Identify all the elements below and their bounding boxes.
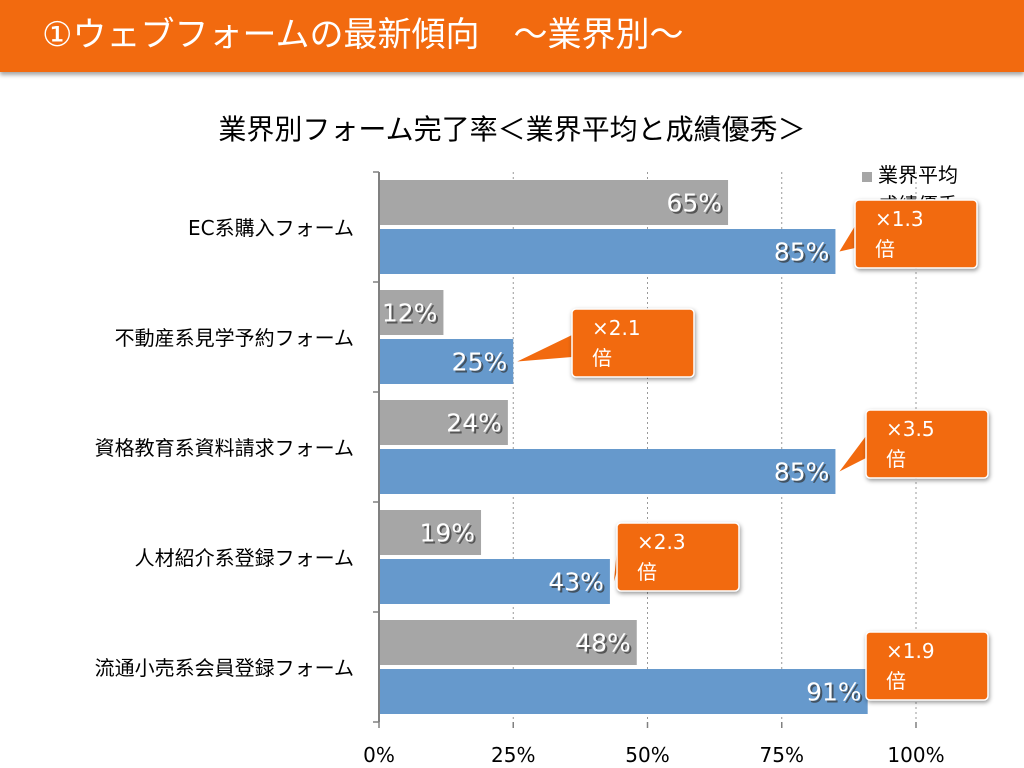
data-label: 65%	[666, 189, 722, 218]
legend-swatch-average	[862, 171, 872, 182]
bar-average	[379, 290, 444, 335]
data-label-shadow: 85%	[776, 460, 832, 489]
bar-average	[379, 180, 729, 225]
callout-text: ×3.5 倍	[886, 417, 935, 471]
data-label: 19%	[419, 519, 475, 548]
callout-text: ×1.9 倍	[886, 639, 935, 693]
data-label: 85%	[774, 458, 830, 487]
bar-average	[379, 510, 482, 555]
bar-top	[379, 669, 868, 714]
header-bar: ①ウェブフォームの最新傾向 ～業界別～	[0, 0, 1024, 72]
data-label: 24%	[446, 409, 502, 438]
category-label: 資格教育系資料請求フォーム	[95, 436, 354, 460]
data-label-shadow: 12%	[384, 301, 440, 330]
callout-shape	[613, 522, 740, 592]
callout-shape	[517, 308, 695, 378]
x-tick-label: 75%	[760, 743, 804, 767]
data-label-shadow: 43%	[550, 570, 606, 599]
page-title: ①ウェブフォームの最新傾向 ～業界別～	[42, 15, 684, 55]
callout-shape	[865, 631, 989, 701]
legend-item-average: 業界平均	[862, 160, 958, 190]
data-label-shadow: 91%	[808, 680, 864, 709]
category-label: 人材紹介系登録フォーム	[135, 546, 354, 570]
x-tick-label: 50%	[625, 743, 669, 767]
data-label-shadow: 25%	[454, 350, 510, 379]
multiplier-callout: ×1.3 倍	[839, 199, 978, 269]
bar-top	[379, 339, 514, 384]
callout-text: ×2.1 倍	[592, 316, 641, 370]
data-label-shadow: 19%	[421, 521, 477, 550]
x-tick-label: 0%	[363, 743, 395, 767]
callout-text: ×1.3 倍	[875, 207, 924, 261]
data-label: 85%	[774, 238, 830, 267]
multiplier-callout: ×3.5 倍	[839, 409, 989, 479]
chart-title: 業界別フォーム完了率＜業界平均と成績優秀＞	[218, 113, 806, 146]
data-label-shadow: 65%	[668, 191, 724, 220]
data-label: 25%	[452, 348, 508, 377]
bar-average	[379, 620, 637, 665]
callout-text: ×2.3 倍	[637, 530, 686, 584]
data-label-shadow: 24%	[448, 411, 504, 440]
bar-top	[379, 559, 610, 604]
x-tick-label: 100%	[887, 743, 944, 767]
data-label-shadow: 85%	[776, 240, 832, 269]
data-label: 43%	[548, 568, 604, 597]
category-label: 流通小売系会員登録フォーム	[95, 656, 354, 680]
data-label: 48%	[575, 629, 631, 658]
x-tick-label: 25%	[491, 743, 535, 767]
bar-top	[379, 229, 836, 274]
data-label-shadow: 48%	[577, 631, 633, 660]
data-label: 91%	[806, 678, 862, 707]
data-label: 12%	[382, 299, 438, 328]
category-label: 不動産系見学予約フォーム	[115, 326, 354, 350]
multiplier-callout: ×2.1 倍	[517, 308, 695, 378]
legend-label-average: 業界平均	[878, 163, 958, 187]
multiplier-callout: ×1.9 倍	[865, 631, 989, 701]
multiplier-callout: ×2.3 倍	[613, 522, 740, 592]
bar-top	[379, 449, 836, 494]
bar-average	[379, 400, 508, 445]
category-label: EC系購入フォーム	[188, 216, 354, 240]
